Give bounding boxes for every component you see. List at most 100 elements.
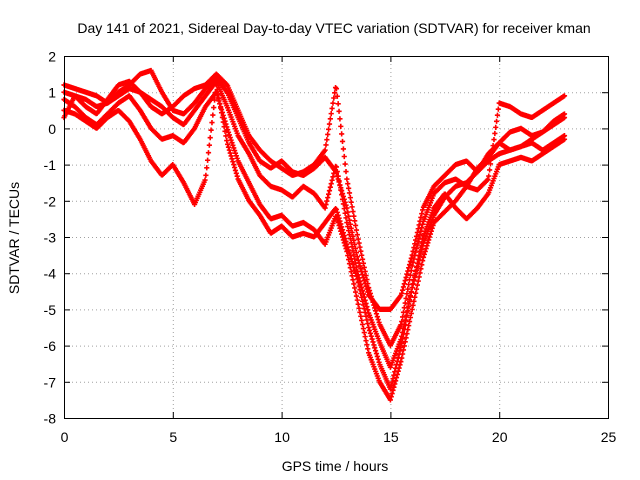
plot-frame xyxy=(64,56,609,419)
data-point xyxy=(228,153,234,159)
data-point xyxy=(341,153,347,160)
data-point xyxy=(401,305,407,311)
data-point xyxy=(561,93,568,99)
data-point xyxy=(392,369,398,375)
data-point xyxy=(345,209,351,215)
data-point xyxy=(369,336,375,342)
data-point xyxy=(359,256,366,262)
data-point xyxy=(226,132,232,138)
y-tick-label: -1 xyxy=(44,157,57,173)
data-point xyxy=(420,258,426,264)
data-point xyxy=(368,333,374,339)
data-point xyxy=(335,101,341,107)
data-point xyxy=(331,170,337,176)
data-point xyxy=(346,190,353,196)
data-point xyxy=(347,236,353,242)
data-point xyxy=(375,316,381,323)
data-point xyxy=(231,164,238,171)
data-point xyxy=(411,256,417,262)
y-tick-label: -6 xyxy=(44,338,57,354)
y-tick-label: -8 xyxy=(44,411,57,427)
data-point xyxy=(426,234,433,240)
data-point xyxy=(403,274,409,280)
data-point xyxy=(394,358,400,364)
data-point xyxy=(348,269,354,275)
data-point xyxy=(391,372,397,378)
data-point xyxy=(328,111,334,117)
data-point xyxy=(413,249,419,255)
data-point xyxy=(414,264,420,270)
data-point xyxy=(351,237,357,244)
data-point xyxy=(373,311,380,317)
data-point xyxy=(404,291,410,297)
grid-lines xyxy=(64,56,608,418)
data-point xyxy=(489,149,495,155)
x-tick-label: 20 xyxy=(492,429,508,445)
data-point xyxy=(389,379,395,385)
data-point xyxy=(339,196,346,202)
data-point xyxy=(490,143,496,149)
data-point xyxy=(354,276,360,282)
data-point xyxy=(408,289,414,295)
data-point xyxy=(346,261,353,267)
data-point xyxy=(400,331,407,337)
data-point xyxy=(232,167,239,173)
data-point xyxy=(364,317,370,323)
data-point xyxy=(339,192,345,198)
data-point xyxy=(409,263,415,269)
data-point xyxy=(350,261,356,268)
data-point xyxy=(212,89,219,96)
data-point xyxy=(354,297,360,303)
data-point xyxy=(225,141,231,147)
data-point xyxy=(404,271,410,277)
data-point xyxy=(354,232,360,238)
data-point xyxy=(227,134,233,141)
data-point xyxy=(230,159,236,165)
data-point xyxy=(349,244,355,250)
data-point xyxy=(232,150,239,156)
data-point xyxy=(399,318,405,325)
data-point xyxy=(353,273,360,279)
data-point xyxy=(333,206,340,213)
data-point xyxy=(348,240,354,246)
data-point xyxy=(324,137,330,143)
data-point xyxy=(410,281,416,287)
data-point xyxy=(344,241,350,247)
data-point xyxy=(416,235,422,241)
data-point xyxy=(214,92,220,98)
data-point xyxy=(413,271,419,277)
data-point xyxy=(327,184,333,190)
data-point xyxy=(229,140,235,146)
data-point xyxy=(387,397,393,403)
data-point xyxy=(414,242,420,248)
data-point xyxy=(328,181,334,187)
data-point xyxy=(420,254,427,260)
y-tick-label: -5 xyxy=(44,302,57,318)
data-point xyxy=(358,248,364,254)
data-point xyxy=(353,250,360,256)
data-point xyxy=(392,381,398,387)
data-point xyxy=(424,243,430,249)
data-point xyxy=(365,346,371,352)
data-point xyxy=(371,342,377,348)
data-point xyxy=(363,338,369,344)
x-axis-title: GPS time / hours xyxy=(282,458,389,474)
data-point xyxy=(346,213,352,219)
data-point xyxy=(418,250,424,256)
data-point xyxy=(408,310,414,317)
data-point xyxy=(231,162,237,168)
data-point xyxy=(406,318,413,325)
data-point xyxy=(358,266,364,272)
data-point xyxy=(214,86,220,93)
data-point xyxy=(366,324,372,331)
data-point xyxy=(561,111,568,117)
y-tick-label: -2 xyxy=(44,193,57,209)
data-point xyxy=(346,185,352,191)
data-point xyxy=(362,297,368,303)
data-point xyxy=(362,268,368,275)
data-point xyxy=(361,329,367,336)
data-point xyxy=(403,335,409,341)
data-point xyxy=(484,177,490,183)
data-point xyxy=(360,302,367,308)
data-point xyxy=(333,86,340,92)
